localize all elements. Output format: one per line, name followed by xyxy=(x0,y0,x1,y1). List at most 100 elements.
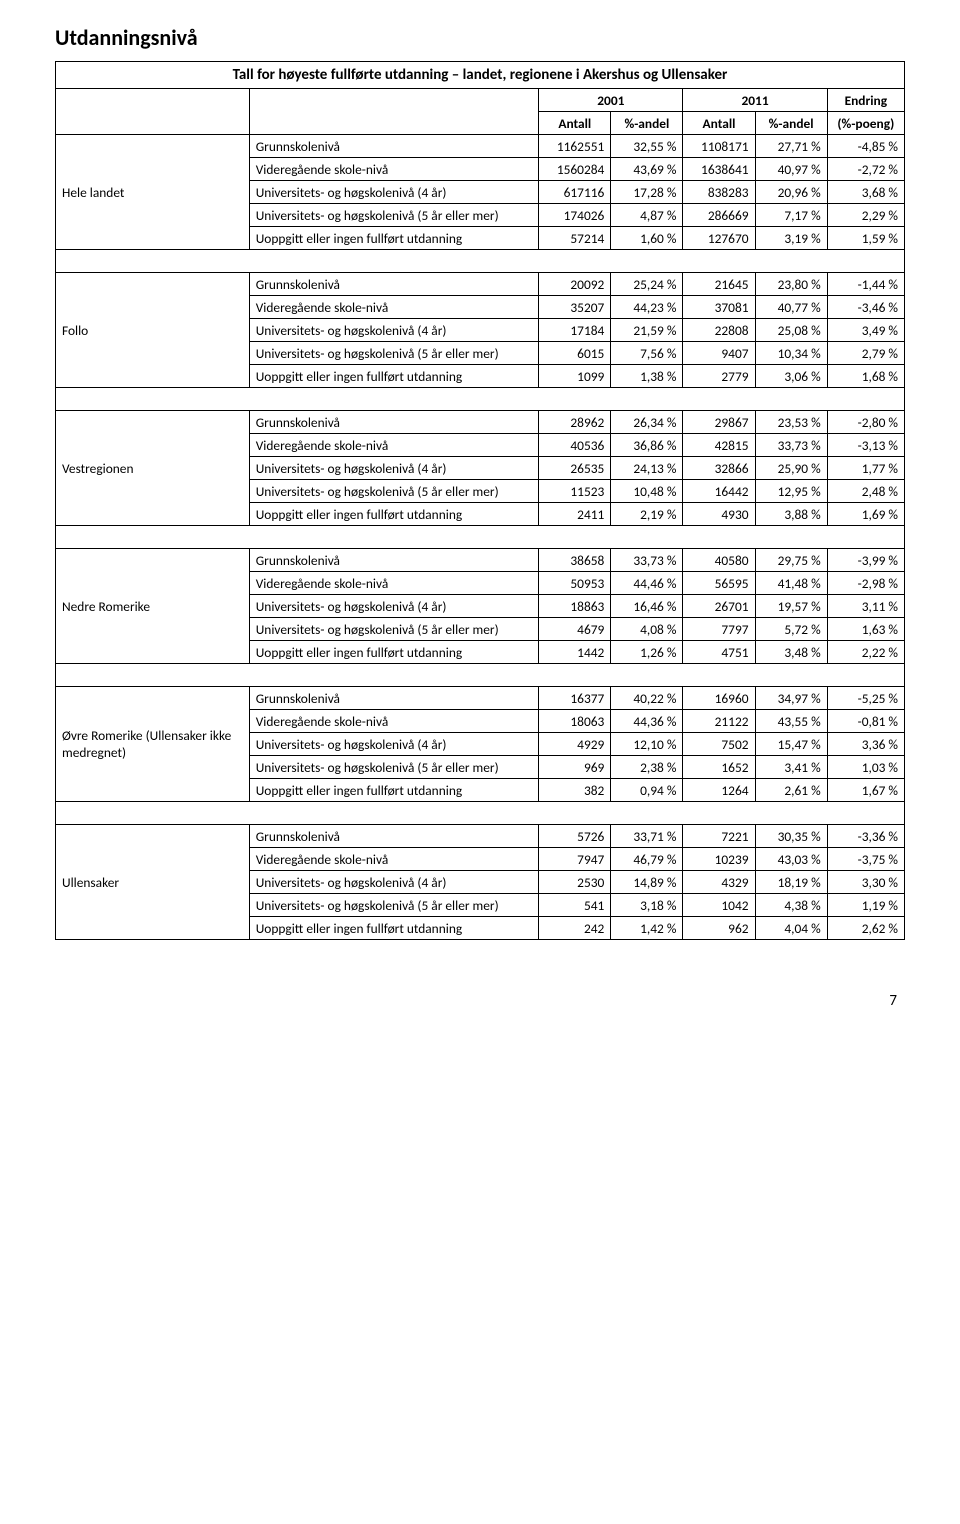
row-label: Universitets- og høgskolenivå (4 år) xyxy=(249,733,539,756)
cell: 6015 xyxy=(539,342,611,365)
cell: 28962 xyxy=(539,411,611,434)
cell: -3,99 % xyxy=(827,549,904,572)
header-antall-1: Antall xyxy=(539,112,611,135)
row-label: Uoppgitt eller ingen fullført utdanning xyxy=(249,503,539,526)
cell: 29867 xyxy=(683,411,755,434)
cell: 2,38 % xyxy=(611,756,683,779)
cell: 25,90 % xyxy=(755,457,827,480)
cell: 50953 xyxy=(539,572,611,595)
cell: 41,48 % xyxy=(755,572,827,595)
cell: 174026 xyxy=(539,204,611,227)
cell: 43,03 % xyxy=(755,848,827,871)
cell: 34,97 % xyxy=(755,687,827,710)
cell: 56595 xyxy=(683,572,755,595)
cell: 2,79 % xyxy=(827,342,904,365)
cell: 20,96 % xyxy=(755,181,827,204)
cell: 32,55 % xyxy=(611,135,683,158)
cell: 4929 xyxy=(539,733,611,756)
cell: 40,22 % xyxy=(611,687,683,710)
region-name: Follo xyxy=(56,273,250,388)
cell: 44,46 % xyxy=(611,572,683,595)
cell: 2530 xyxy=(539,871,611,894)
cell: 2,29 % xyxy=(827,204,904,227)
cell: 2,22 % xyxy=(827,641,904,664)
cell: 14,89 % xyxy=(611,871,683,894)
region-name: Øvre Romerike (Ullensaker ikke medregnet… xyxy=(56,687,250,802)
cell: -2,98 % xyxy=(827,572,904,595)
cell: 3,19 % xyxy=(755,227,827,250)
table-title: Tall for høyeste fullførte utdanning – l… xyxy=(56,62,905,89)
cell: 1652 xyxy=(683,756,755,779)
cell: 2,61 % xyxy=(755,779,827,802)
cell: 18,19 % xyxy=(755,871,827,894)
cell: 5,72 % xyxy=(755,618,827,641)
cell: 18863 xyxy=(539,595,611,618)
cell: 7947 xyxy=(539,848,611,871)
row-label: Universitets- og høgskolenivå (4 år) xyxy=(249,595,539,618)
cell: 1,77 % xyxy=(827,457,904,480)
cell: 0,94 % xyxy=(611,779,683,802)
cell: 16,46 % xyxy=(611,595,683,618)
cell: 12,10 % xyxy=(611,733,683,756)
cell: 21122 xyxy=(683,710,755,733)
cell: 4,87 % xyxy=(611,204,683,227)
spacer xyxy=(56,526,905,549)
cell: 18063 xyxy=(539,710,611,733)
cell: 26,34 % xyxy=(611,411,683,434)
cell: 2779 xyxy=(683,365,755,388)
cell: 46,79 % xyxy=(611,848,683,871)
page-number: 7 xyxy=(55,992,897,1010)
cell: 1,67 % xyxy=(827,779,904,802)
cell: -2,80 % xyxy=(827,411,904,434)
cell: 5726 xyxy=(539,825,611,848)
cell: 4329 xyxy=(683,871,755,894)
header-poeng: (%-poeng) xyxy=(827,112,904,135)
cell: 4679 xyxy=(539,618,611,641)
row-label: Videregående skole-nivå xyxy=(249,296,539,319)
cell: 1,59 % xyxy=(827,227,904,250)
row-label: Universitets- og høgskolenivå (5 år elle… xyxy=(249,618,539,641)
cell: 2,48 % xyxy=(827,480,904,503)
cell: 9407 xyxy=(683,342,755,365)
cell: 16377 xyxy=(539,687,611,710)
cell: 541 xyxy=(539,894,611,917)
row-label: Grunnskolenivå xyxy=(249,687,539,710)
cell: 44,23 % xyxy=(611,296,683,319)
cell: 33,71 % xyxy=(611,825,683,848)
cell: 12,95 % xyxy=(755,480,827,503)
cell: 44,36 % xyxy=(611,710,683,733)
cell: 26701 xyxy=(683,595,755,618)
cell: 3,30 % xyxy=(827,871,904,894)
row-label: Grunnskolenivå xyxy=(249,549,539,572)
cell: 7,56 % xyxy=(611,342,683,365)
cell: -1,44 % xyxy=(827,273,904,296)
cell: 3,88 % xyxy=(755,503,827,526)
cell: 25,08 % xyxy=(755,319,827,342)
cell: 286669 xyxy=(683,204,755,227)
row-label: Universitets- og høgskolenivå (4 år) xyxy=(249,457,539,480)
cell: 127670 xyxy=(683,227,755,250)
cell: 2,19 % xyxy=(611,503,683,526)
cell: 3,06 % xyxy=(755,365,827,388)
row-label: Videregående skole-nivå xyxy=(249,158,539,181)
cell: 40,77 % xyxy=(755,296,827,319)
cell: 2411 xyxy=(539,503,611,526)
cell: 7221 xyxy=(683,825,755,848)
row-label: Universitets- og høgskolenivå (4 år) xyxy=(249,181,539,204)
cell: 1264 xyxy=(683,779,755,802)
cell: 43,69 % xyxy=(611,158,683,181)
row-label: Uoppgitt eller ingen fullført utdanning xyxy=(249,779,539,802)
cell: 16442 xyxy=(683,480,755,503)
row-label: Uoppgitt eller ingen fullført utdanning xyxy=(249,365,539,388)
cell: 1162551 xyxy=(539,135,611,158)
cell: 24,13 % xyxy=(611,457,683,480)
row-label: Universitets- og høgskolenivå (5 år elle… xyxy=(249,756,539,779)
spacer xyxy=(56,664,905,687)
cell: 1,19 % xyxy=(827,894,904,917)
row-label: Grunnskolenivå xyxy=(249,411,539,434)
row-label: Uoppgitt eller ingen fullført utdanning xyxy=(249,917,539,940)
region-name: Vestregionen xyxy=(56,411,250,526)
cell: 1,26 % xyxy=(611,641,683,664)
row-label: Universitets- og høgskolenivå (4 år) xyxy=(249,319,539,342)
cell: 38658 xyxy=(539,549,611,572)
